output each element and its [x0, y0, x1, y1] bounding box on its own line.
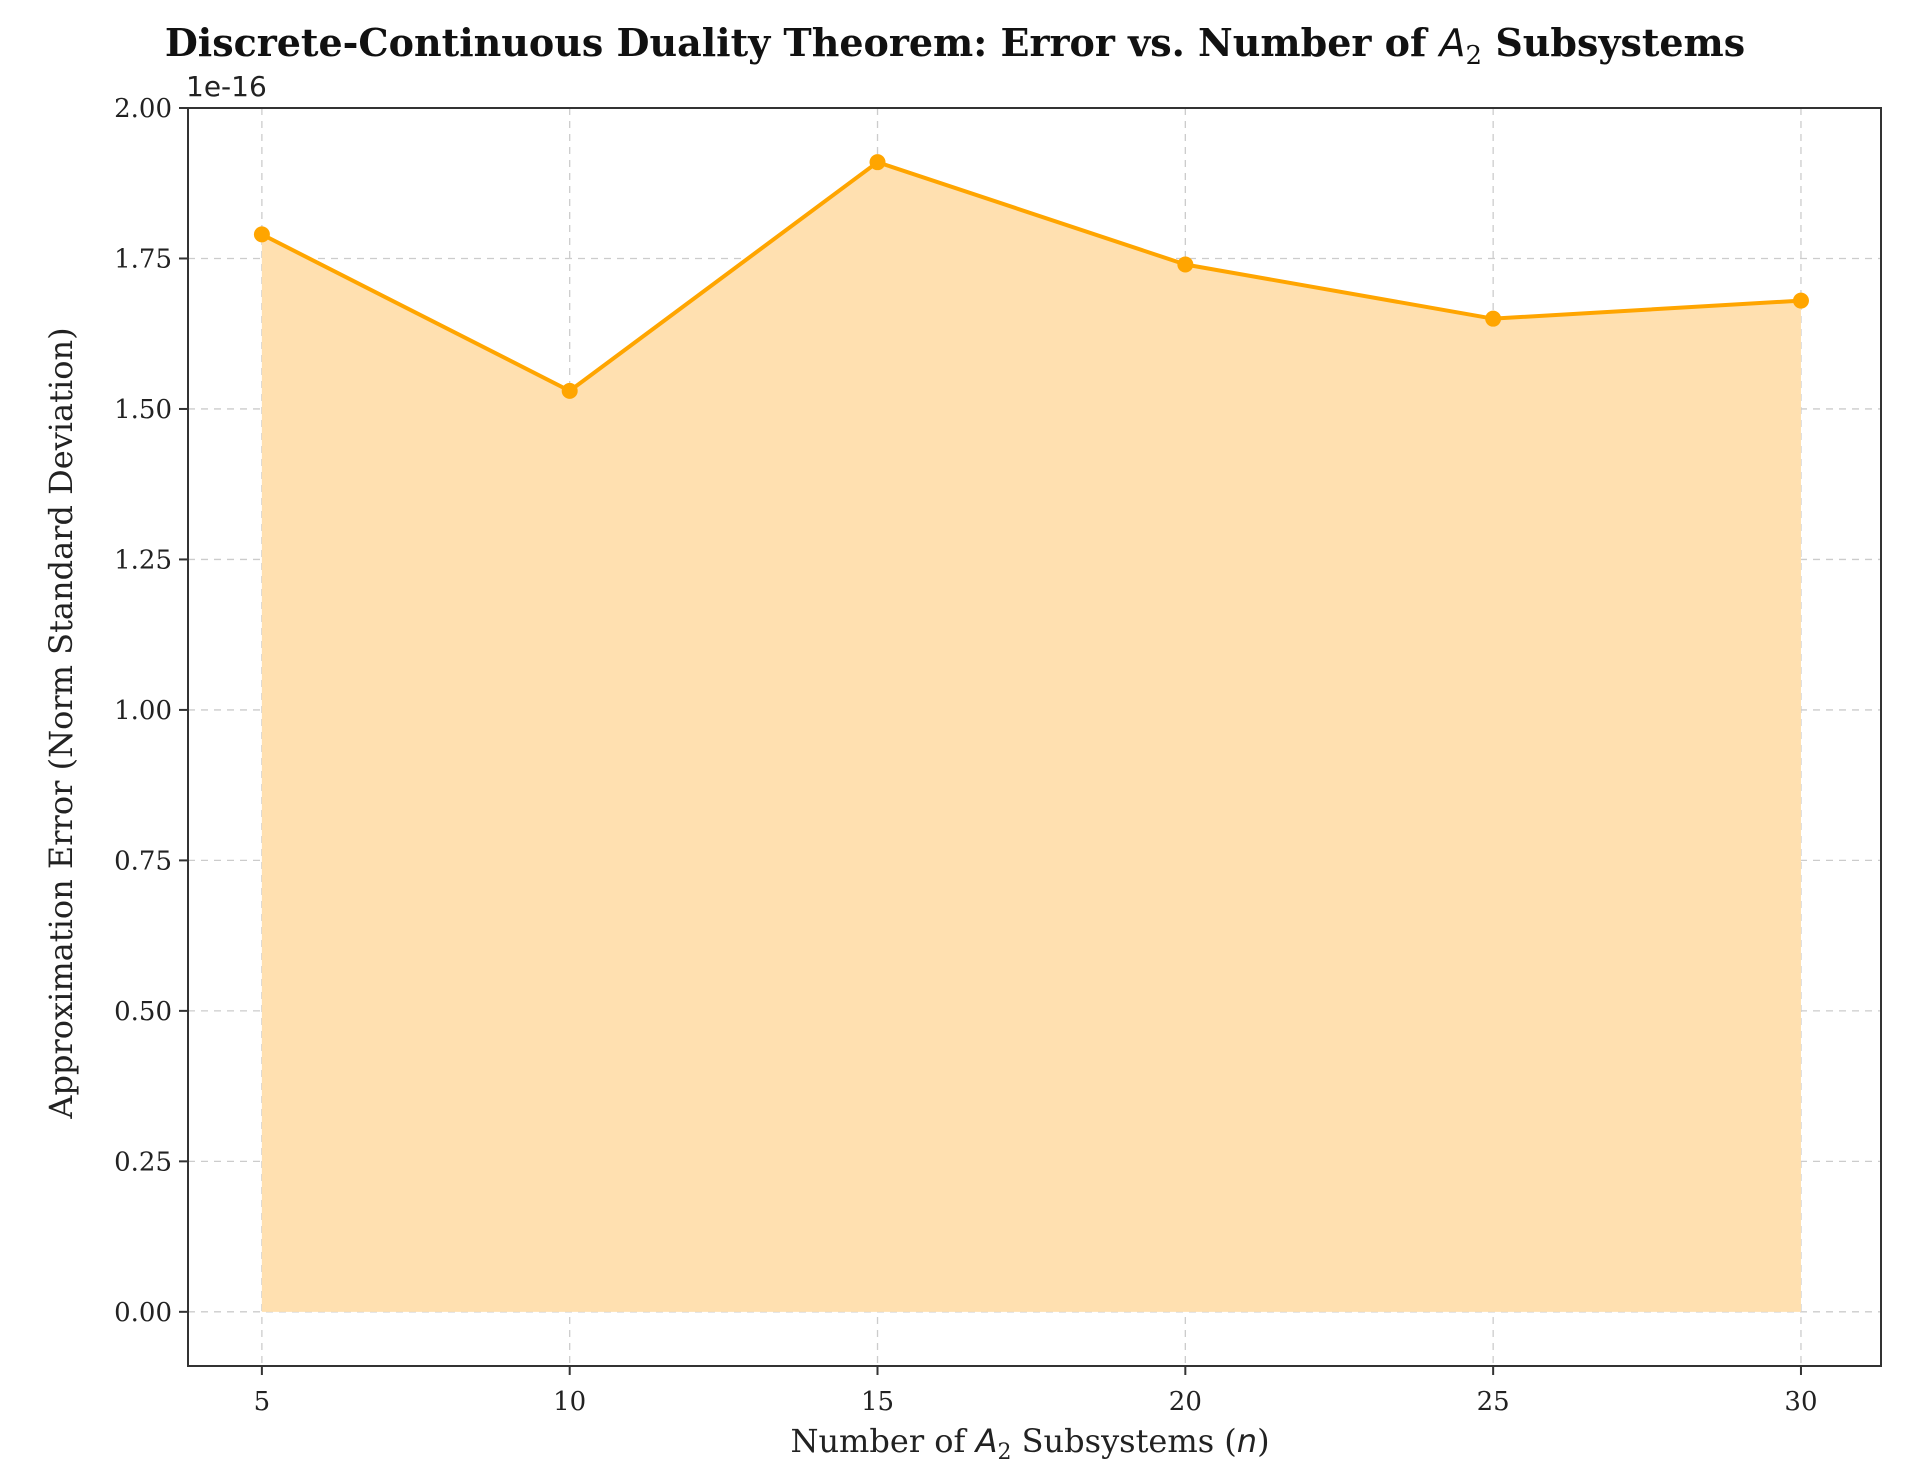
x-tick-label-3: 20 [1169, 1387, 1202, 1417]
x-axis-label-prefix: Number of [790, 1422, 975, 1460]
y-tick-label-1: 0.25 [114, 1147, 172, 1177]
x-axis-label-symbol: A [974, 1422, 998, 1460]
x-axis-label-suffix: ) [1257, 1422, 1269, 1460]
chart-title-symbol: A [1437, 21, 1466, 65]
x-tick-label-5: 30 [1784, 1387, 1817, 1417]
y-tick-label-0: 0.00 [114, 1298, 172, 1328]
y-axis-label: Approximation Error (Norm Standard Devia… [42, 327, 80, 1119]
series-line [260, 160, 1802, 393]
x-tick-label-2: 15 [861, 1387, 894, 1417]
y-tick-label-6: 1.50 [114, 395, 172, 425]
y-tick-label-8: 2.00 [114, 94, 172, 124]
x-tick-label-4: 25 [1477, 1387, 1510, 1417]
y-offset-label: 1e-16 [186, 70, 267, 103]
chart-title: Discrete-Continuous Duality Theorem: Err… [165, 20, 1745, 71]
y-tick-label-3: 0.75 [114, 846, 172, 876]
data-point-1 [561, 382, 578, 399]
data-point-4 [1485, 310, 1502, 327]
data-point-3 [1177, 256, 1194, 273]
y-tick-label-7: 1.75 [114, 244, 172, 274]
x-tick-label-0: 5 [254, 1387, 271, 1417]
x-axis-label-subscript: 2 [997, 1440, 1011, 1465]
data-point-0 [253, 226, 270, 243]
area-fill [261, 162, 1801, 1312]
data-point-5 [1792, 292, 1809, 309]
chart-title-suffix: Subsystems [1482, 20, 1745, 65]
x-tick-label-1: 10 [553, 1387, 586, 1417]
x-axis-label-middle: Subsystems ( [1011, 1422, 1236, 1460]
data-point-2 [869, 154, 886, 171]
y-tick-label-5: 1.25 [114, 545, 172, 575]
chart-title-prefix: Discrete-Continuous Duality Theorem: Err… [165, 20, 1440, 65]
plot-frame [187, 107, 1882, 1367]
plot-area: 5 10 15 20 25 30 0.00 0.25 0.50 0.75 1.00 1.25 1.50 1… [114, 94, 1882, 1417]
x-axis-label: Number of A2 Subsystems (n) [790, 1422, 1269, 1465]
x-axis-label-variable: n [1237, 1422, 1257, 1460]
chart-title-subscript: 2 [1466, 41, 1483, 71]
y-tick-label-2: 0.50 [114, 997, 172, 1027]
y-tick-label-4: 1.00 [114, 696, 172, 726]
